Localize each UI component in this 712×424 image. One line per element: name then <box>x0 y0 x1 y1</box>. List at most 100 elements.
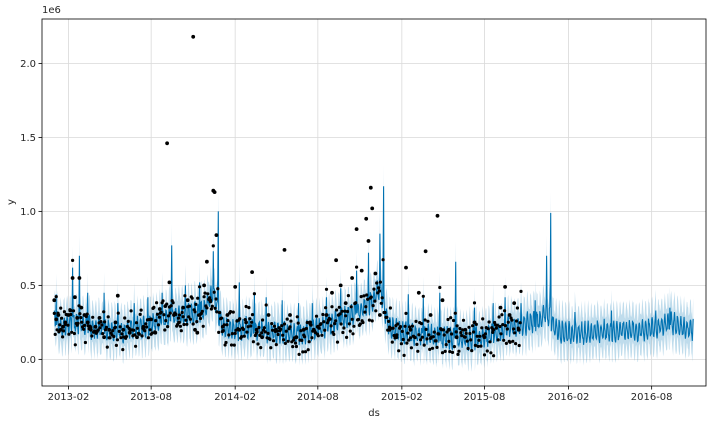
actual-point <box>458 326 462 331</box>
actual-point <box>132 328 136 332</box>
actual-point <box>191 322 195 326</box>
actual-point <box>452 345 456 349</box>
actual-point <box>297 352 301 356</box>
actual-point <box>148 328 152 332</box>
actual-point <box>67 332 71 336</box>
actual-point <box>378 280 382 284</box>
actual-point <box>282 248 287 252</box>
actual-point <box>338 283 343 288</box>
actual-point <box>174 312 178 316</box>
actual-point <box>470 349 474 353</box>
actual-point <box>114 343 118 347</box>
actual-point <box>483 332 487 336</box>
actual-point <box>380 296 384 300</box>
actual-point <box>417 333 421 337</box>
actual-point <box>75 316 80 320</box>
actual-point <box>135 335 139 340</box>
actual-point <box>106 315 110 319</box>
actual-point <box>426 319 430 323</box>
actual-point <box>219 316 224 320</box>
actual-point <box>52 298 57 303</box>
actual-point <box>359 268 364 273</box>
actual-point <box>340 309 344 313</box>
actual-point <box>216 287 220 291</box>
actual-point <box>181 305 186 310</box>
actual-point <box>503 309 507 313</box>
actual-point <box>387 319 391 323</box>
actual-point <box>328 317 332 321</box>
actual-point <box>423 318 427 322</box>
actual-point <box>489 351 493 355</box>
actual-point <box>514 342 518 346</box>
actual-point <box>93 324 98 329</box>
actual-point <box>400 329 404 333</box>
actual-point <box>345 309 350 314</box>
actual-point <box>317 326 321 330</box>
actual-point <box>463 327 468 332</box>
actual-point <box>419 338 423 342</box>
actual-point <box>191 34 196 39</box>
actual-point <box>348 329 352 333</box>
actual-point <box>169 304 173 308</box>
actual-point <box>286 339 290 343</box>
actual-point <box>266 331 270 335</box>
actual-point <box>208 300 213 304</box>
actual-point <box>211 244 215 248</box>
actual-point <box>410 324 414 328</box>
actual-point <box>428 347 432 351</box>
actual-point <box>505 327 509 331</box>
actual-point <box>126 319 130 323</box>
actual-point <box>218 311 222 315</box>
actual-point <box>517 343 521 348</box>
actual-point <box>457 349 461 353</box>
actual-point <box>251 340 255 344</box>
actual-point <box>324 306 328 310</box>
actual-point <box>155 301 159 305</box>
actual-point <box>283 341 287 345</box>
actual-point <box>250 320 254 324</box>
actual-point <box>459 331 463 335</box>
actual-point <box>241 327 245 331</box>
actual-point <box>454 335 459 340</box>
actual-point <box>97 316 102 320</box>
y-axis-label: y <box>6 199 17 205</box>
actual-point <box>187 315 191 319</box>
actual-point <box>155 312 160 316</box>
actual-point <box>166 314 171 318</box>
actual-point <box>119 336 123 340</box>
actual-point <box>229 343 234 347</box>
actual-point <box>268 337 272 341</box>
actual-point <box>217 330 221 334</box>
actual-point <box>399 342 403 346</box>
x-axis-label: ds <box>368 408 380 419</box>
actual-point <box>519 289 523 293</box>
actual-point <box>465 339 469 343</box>
actual-point <box>346 294 350 298</box>
actual-point <box>91 315 95 319</box>
actual-point <box>145 325 149 329</box>
actual-point <box>359 295 363 299</box>
actual-point <box>386 328 390 332</box>
actual-point <box>454 330 458 334</box>
actual-point <box>514 319 519 323</box>
actual-point <box>476 344 480 348</box>
actual-point <box>373 299 377 303</box>
actual-point <box>104 325 108 329</box>
actual-point <box>59 306 63 310</box>
actual-point <box>240 335 244 339</box>
actual-point <box>196 296 200 300</box>
actual-point <box>377 286 381 290</box>
actual-point <box>279 327 283 331</box>
actual-point <box>121 348 125 352</box>
actual-point <box>437 332 441 336</box>
actual-point <box>438 285 442 290</box>
actual-point <box>163 328 167 332</box>
actual-point <box>177 313 182 317</box>
actual-point <box>421 294 425 298</box>
actual-point <box>99 320 103 324</box>
x-tick-label: 2013-08 <box>130 392 172 403</box>
actual-point <box>497 315 501 319</box>
actual-point <box>272 324 276 328</box>
actual-point <box>478 334 482 338</box>
